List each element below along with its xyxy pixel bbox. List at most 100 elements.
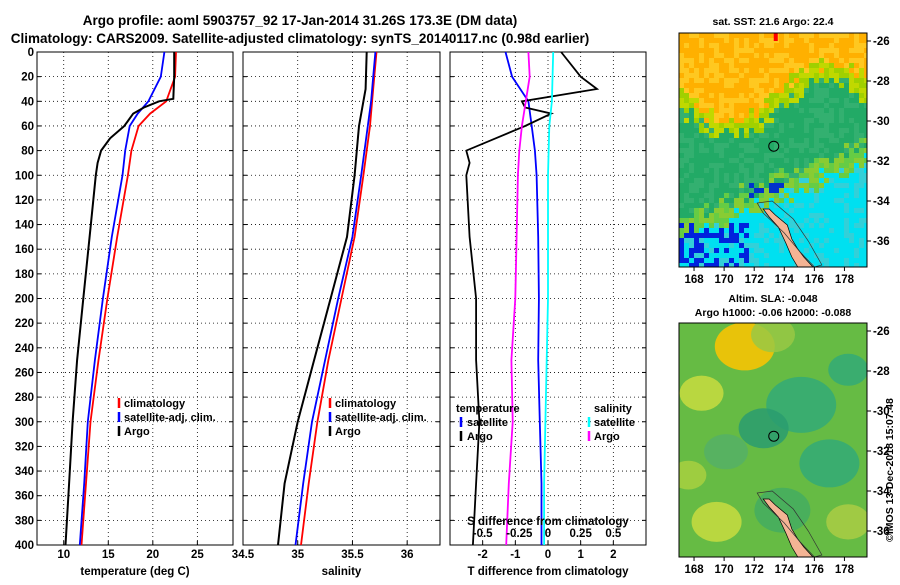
sst-cell bbox=[704, 98, 710, 104]
sst-cell bbox=[749, 78, 755, 84]
sst-cell bbox=[864, 153, 867, 159]
sst-cell bbox=[709, 208, 715, 214]
x-tick-label: 15 bbox=[102, 549, 115, 561]
sst-cell bbox=[799, 138, 805, 144]
sst-cell bbox=[759, 148, 765, 154]
sst-cell bbox=[784, 183, 790, 189]
sst-cell bbox=[714, 238, 720, 244]
sst-cell bbox=[864, 213, 867, 219]
sst-cell bbox=[749, 118, 755, 124]
sst-cell bbox=[794, 213, 800, 219]
sst-cell bbox=[739, 228, 745, 234]
sst-cell bbox=[704, 238, 710, 244]
sst-cell bbox=[689, 223, 695, 229]
sst-cell bbox=[759, 193, 765, 199]
sst-cell bbox=[809, 53, 815, 59]
sst-cell bbox=[809, 78, 815, 84]
sst-cell bbox=[744, 208, 750, 214]
sst-cell bbox=[789, 108, 795, 114]
sst-cell bbox=[739, 33, 745, 39]
sst-cell bbox=[794, 98, 800, 104]
sst-cell bbox=[694, 163, 700, 169]
sst-cell bbox=[799, 158, 805, 164]
sst-cell bbox=[694, 248, 700, 254]
sst-cell bbox=[829, 168, 835, 174]
title-line-2: Climatology: CARS2009. Satellite-adjuste… bbox=[11, 31, 589, 46]
sst-cell bbox=[809, 188, 815, 194]
sst-cell bbox=[689, 53, 695, 59]
sst-cell bbox=[749, 108, 755, 114]
sst-cell bbox=[849, 68, 855, 74]
sst-cell bbox=[814, 213, 820, 219]
sst-cell bbox=[844, 243, 850, 249]
series-line-climatology bbox=[80, 51, 177, 546]
sst-cell bbox=[849, 203, 855, 209]
sst-cell bbox=[834, 43, 840, 49]
sst-cell bbox=[864, 173, 867, 179]
sst-cell bbox=[714, 43, 720, 49]
sst-cell bbox=[754, 108, 760, 114]
sst-cell bbox=[754, 223, 760, 229]
sst-cell bbox=[839, 143, 845, 149]
sst-cell bbox=[779, 68, 785, 74]
sst-cell bbox=[734, 228, 740, 234]
sst-cell bbox=[724, 93, 730, 99]
sst-cell bbox=[859, 178, 865, 184]
sst-cell bbox=[844, 48, 850, 54]
sst-cell bbox=[764, 153, 770, 159]
sst-cell bbox=[849, 188, 855, 194]
sst-cell bbox=[714, 133, 720, 139]
sst-cell bbox=[734, 143, 740, 149]
sst-cell bbox=[719, 138, 725, 144]
sst-cell bbox=[689, 68, 695, 74]
sst-cell bbox=[859, 218, 865, 224]
sst-cell bbox=[864, 188, 867, 194]
sst-cell bbox=[774, 183, 780, 189]
sst-cell bbox=[699, 253, 705, 259]
sst-cell bbox=[689, 108, 695, 114]
sst-cell bbox=[854, 243, 860, 249]
sst-cell bbox=[834, 173, 840, 179]
sst-cell bbox=[814, 113, 820, 119]
sst-cell bbox=[799, 123, 805, 129]
sst-cell bbox=[829, 93, 835, 99]
sst-cell bbox=[719, 253, 725, 259]
sst-cell bbox=[774, 48, 780, 54]
sst-cell bbox=[759, 78, 765, 84]
sst-cell bbox=[729, 183, 735, 189]
sst-cell bbox=[774, 63, 780, 69]
sst-cell bbox=[714, 163, 720, 169]
sst-cell bbox=[699, 138, 705, 144]
sst-cell bbox=[729, 58, 735, 64]
sst-cell bbox=[829, 223, 835, 229]
sst-cell bbox=[779, 158, 785, 164]
sst-cell bbox=[689, 173, 695, 179]
sst-cell bbox=[839, 58, 845, 64]
sst-cell bbox=[769, 248, 775, 254]
sst-cell bbox=[789, 43, 795, 49]
sst-cell bbox=[749, 73, 755, 79]
sst-cell bbox=[849, 173, 855, 179]
sst-cell bbox=[754, 43, 760, 49]
sst-cell bbox=[729, 253, 735, 259]
sst-cell bbox=[824, 88, 830, 94]
sst-cell bbox=[814, 33, 820, 39]
sst-cell bbox=[804, 33, 810, 39]
sst-cell bbox=[849, 53, 855, 59]
x-axis-label: salinity bbox=[322, 566, 362, 578]
sst-cell bbox=[694, 88, 700, 94]
sst-cell bbox=[749, 143, 755, 149]
sst-cell bbox=[724, 98, 730, 104]
sst-cell bbox=[784, 143, 790, 149]
s-diff-axis-label: S difference from climatology bbox=[467, 516, 629, 528]
sst-cell bbox=[694, 263, 700, 267]
x-tick-label: 35.5 bbox=[341, 549, 364, 561]
sst-cell bbox=[749, 243, 755, 249]
sst-cell bbox=[704, 228, 710, 234]
sst-cell bbox=[829, 178, 835, 184]
y-tick-label: 40 bbox=[21, 96, 34, 108]
sst-cell bbox=[759, 258, 765, 264]
sst-cell bbox=[744, 253, 750, 259]
sst-cell bbox=[749, 83, 755, 89]
sst-cell bbox=[849, 78, 855, 84]
